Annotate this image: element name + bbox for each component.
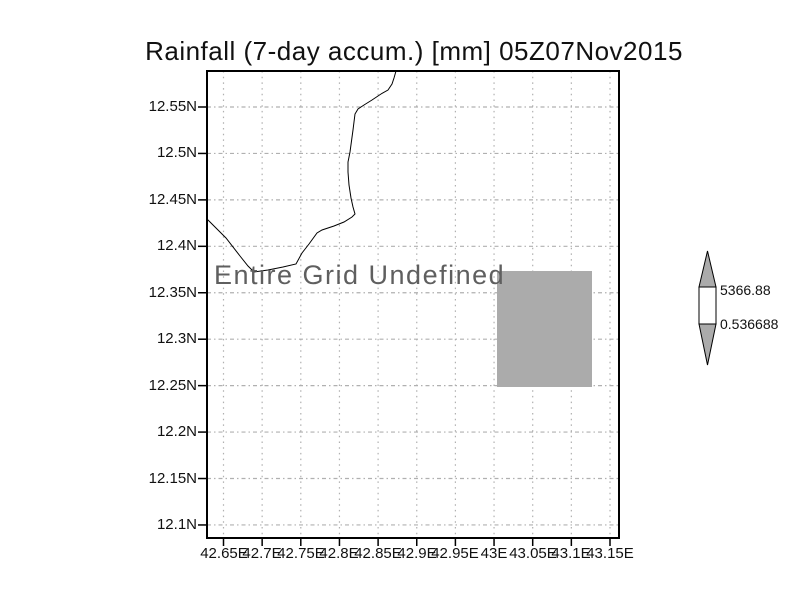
x-tick-label: 43.15E [586, 545, 634, 562]
colorbar-range-box [698, 286, 717, 325]
undefined-region-shade [497, 271, 592, 387]
x-tick-label: 42.65E [200, 545, 248, 562]
x-tick-label: 42.95E [431, 545, 479, 562]
x-tick-label: 43.1E [551, 545, 591, 562]
plot-frame [206, 70, 620, 539]
y-tick-label: 12.15N [148, 470, 197, 487]
x-tick-label: 42.9E [397, 545, 437, 562]
y-tick-label: 12.2N [156, 423, 197, 440]
coastline [206, 70, 397, 273]
colorbar-min-label: 0.536688 [720, 316, 779, 332]
y-tick-label: 12.55N [148, 98, 197, 115]
undefined-grid-message: Entire Grid Undefined [214, 260, 506, 290]
y-tick-label: 12.25N [148, 377, 197, 394]
colorbar-down-arrow [698, 323, 717, 366]
y-tick-label: 12.1N [156, 516, 197, 533]
y-tick-label: 12.45N [148, 191, 197, 208]
colorbar-up-arrow [698, 250, 717, 288]
plot-title: Rainfall (7-day accum.) [mm] 05Z07Nov201… [145, 36, 683, 66]
y-tick-label: 12.35N [148, 284, 197, 301]
x-tick-label: 42.7E [242, 545, 282, 562]
colorbar-max-label: 5366.88 [720, 282, 771, 298]
x-tick-label: 42.8E [319, 545, 359, 562]
x-tick-label: 42.85E [354, 545, 402, 562]
x-tick-label: 43E [480, 545, 508, 562]
y-tick-label: 12.5N [156, 144, 197, 161]
y-tick-label: 12.3N [156, 330, 197, 347]
x-tick-label: 43.05E [509, 545, 557, 562]
y-tick-label: 12.4N [156, 237, 197, 254]
x-tick-label: 42.75E [277, 545, 325, 562]
